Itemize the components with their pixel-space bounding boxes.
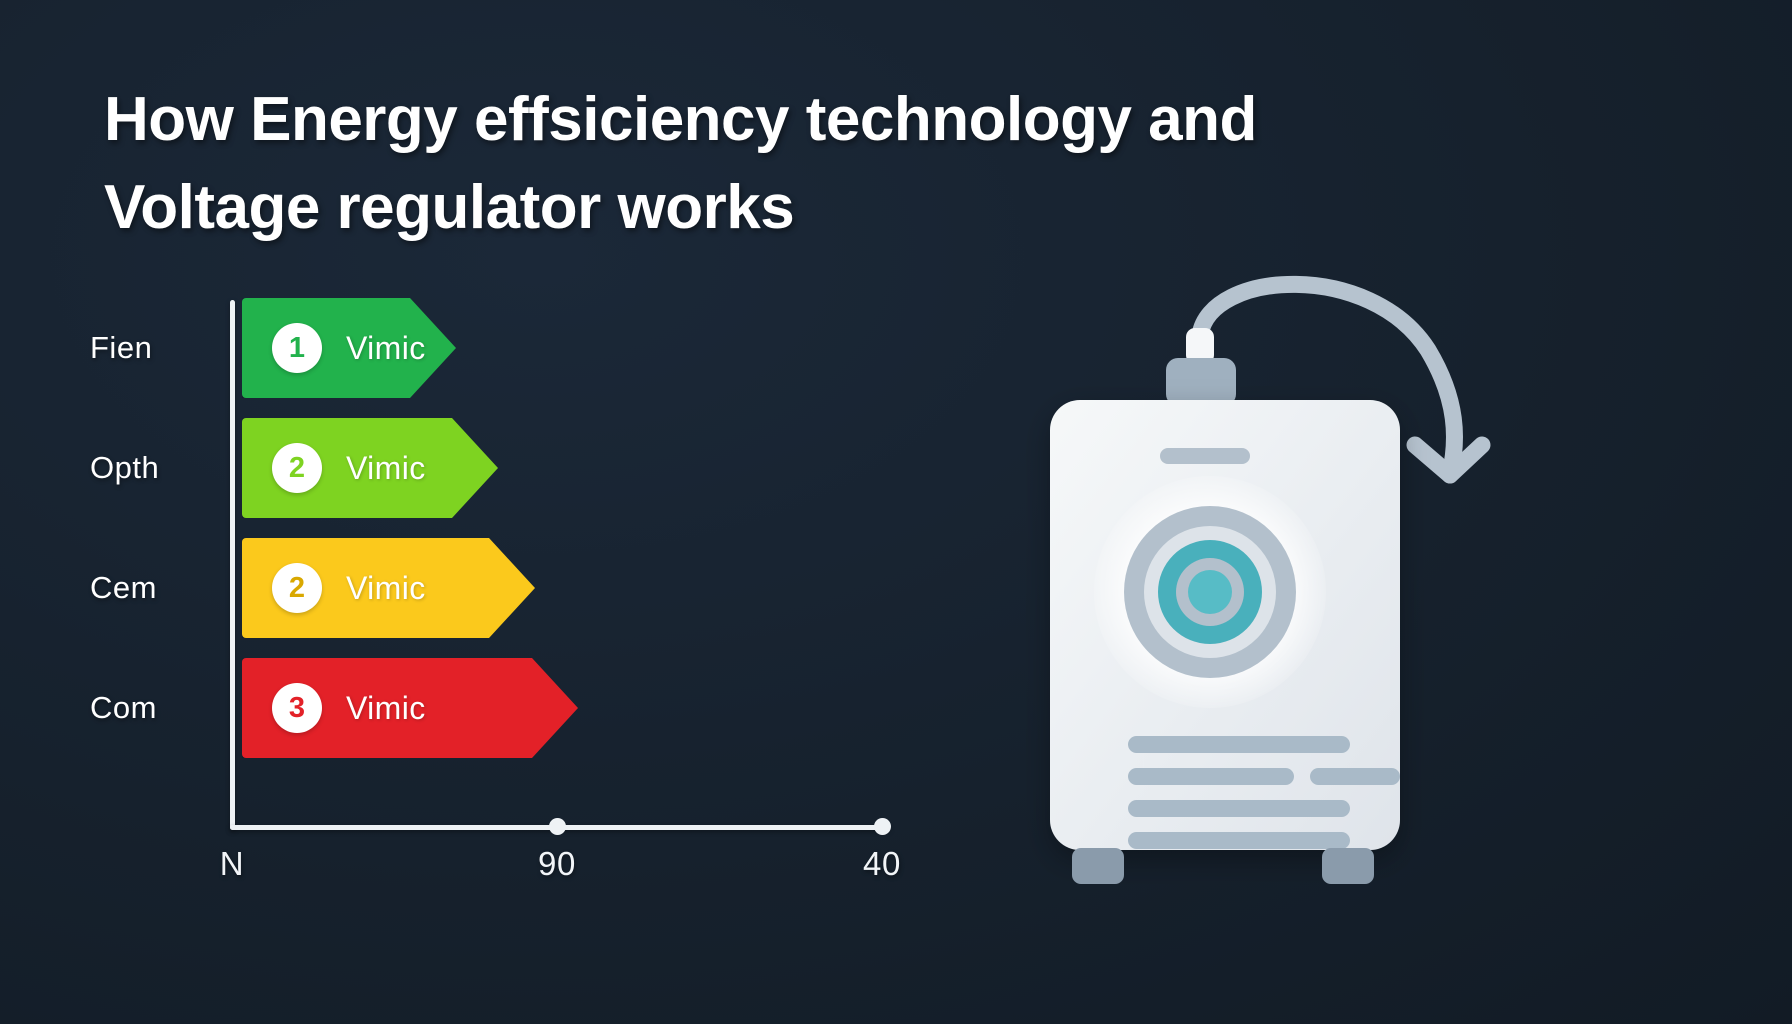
page-title: How Energy effsiciency technology and Vo… (104, 76, 1524, 252)
x-tick-mark (874, 818, 891, 835)
bar-badge: 3 (272, 683, 322, 733)
device-foot-right (1322, 848, 1374, 884)
bar-badge: 1 (272, 323, 322, 373)
bar-fien[interactable]: 1 Vimic (242, 298, 456, 398)
dial-icon (1094, 476, 1326, 708)
bar-label: Vimic (346, 689, 426, 726)
bar-cem[interactable]: 2 Vimic (242, 538, 535, 638)
plug-body (1166, 358, 1236, 406)
vent-lines (1128, 736, 1400, 849)
title-line-1: How Energy effsiciency technology and (104, 85, 1257, 154)
bar-badge: 2 (272, 443, 322, 493)
energy-efficiency-bar-chart: Fien 1 Vimic Opth 2 Vimic Cem 2 Vimic Com 3 Vimic N… (90, 290, 920, 910)
x-tick-mark (549, 818, 566, 835)
bar-label: Vimic (346, 329, 426, 366)
power-cable-arrow-icon (1191, 275, 1491, 484)
device-foot-left (1072, 848, 1124, 884)
bar-opth[interactable]: 2 Vimic (242, 418, 498, 518)
bar-label: Vimic (346, 449, 426, 486)
category-label: Cem (90, 570, 157, 605)
x-tick-label: 40 (863, 845, 901, 882)
bar-label: Vimic (346, 569, 426, 606)
voltage-regulator-illustration (1010, 240, 1710, 900)
x-tick-label: N (219, 845, 245, 882)
y-axis-line (230, 300, 235, 830)
category-label: Com (90, 690, 157, 725)
category-label: Fien (90, 330, 153, 365)
plug-collar (1186, 328, 1214, 364)
category-label: Opth (90, 450, 160, 485)
title-line-2: Voltage regulator works (104, 173, 795, 242)
bar-badge: 2 (272, 563, 322, 613)
bar-com[interactable]: 3 Vimic (242, 658, 578, 758)
x-tick-label: 90 (538, 845, 576, 882)
handle-strip (1160, 448, 1250, 464)
